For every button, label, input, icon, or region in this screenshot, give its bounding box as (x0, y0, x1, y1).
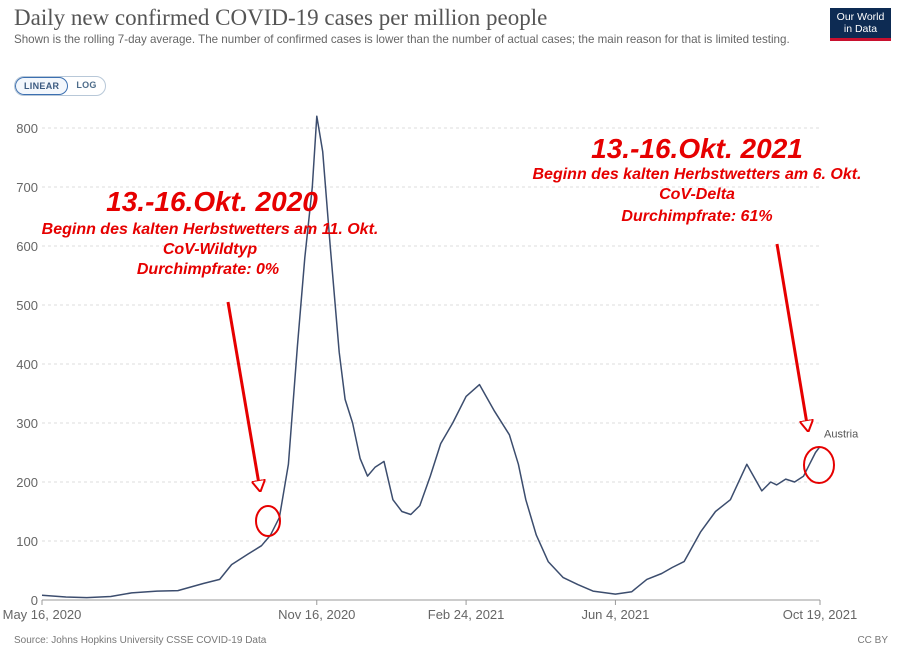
left-annotation-line2: CoV-Wildtyp (163, 241, 258, 258)
y-tick-label: 700 (16, 180, 38, 195)
left-annotation-heading: 13.-16.Okt. 2020 (106, 186, 318, 217)
right-annotation-line3: Durchimpfrate: 61% (621, 208, 772, 225)
scale-toggle: LINEAR LOG (14, 76, 106, 96)
right-annotation-arrow (775, 243, 808, 430)
y-tick-label: 500 (16, 298, 38, 313)
y-tick-label: 800 (16, 121, 38, 136)
right-annotation-line2: CoV-Delta (659, 186, 735, 203)
left-annotation-arrow (226, 301, 260, 490)
y-tick-label: 0 (31, 593, 38, 608)
series-layer: Austria (41, 115, 859, 599)
x-axis: May 16, 2020 Nov 16, 2020 Feb 24, 2021 Jun … (3, 599, 857, 622)
y-tick-label: 300 (16, 416, 38, 431)
y-tick-label: 200 (16, 475, 38, 490)
source-note: Source: Johns Hopkins University CSSE CO… (14, 635, 267, 646)
y-axis: 0 100 200 300 400 500 600 700 800 (16, 121, 38, 608)
y-tick-label: 400 (16, 357, 38, 372)
x-tick-label: Oct 19, 2021 (783, 607, 857, 622)
series-line-austria (41, 115, 821, 599)
x-tick-label: Nov 16, 2020 (278, 607, 355, 622)
chart-subtitle: Shown is the rolling 7-day average. The … (14, 33, 790, 46)
linear-scale-button[interactable]: LINEAR (15, 77, 69, 95)
x-tick-label: Feb 24, 2021 (428, 607, 505, 622)
x-tick-label: Jun 4, 2021 (581, 607, 649, 622)
right-annotation-line1: Beginn des kalten Herbstwetters am 6. Ok… (533, 166, 862, 183)
right-annotation-heading: 13.-16.Okt. 2021 (591, 133, 803, 164)
x-tick-label: May 16, 2020 (3, 607, 82, 622)
logo-line2: in Data (843, 23, 878, 35)
log-scale-button[interactable]: LOG (76, 80, 97, 90)
logo-line1: Our World (836, 11, 885, 23)
left-annotation-line3: Durchimpfrate: 0% (137, 261, 279, 278)
series-label: Austria (824, 429, 859, 441)
chart-title: Daily new confirmed COVID-19 cases per m… (14, 5, 548, 30)
license-link[interactable]: CC BY (857, 635, 888, 646)
right-highlight-circle (803, 446, 835, 484)
owid-logo[interactable]: Our World in Data (830, 8, 891, 41)
left-annotation-line1: Beginn des kalten Herbstwetters am 11. O… (42, 221, 379, 238)
left-highlight-circle (255, 505, 281, 537)
y-tick-label: 600 (16, 239, 38, 254)
y-tick-label: 100 (16, 534, 38, 549)
